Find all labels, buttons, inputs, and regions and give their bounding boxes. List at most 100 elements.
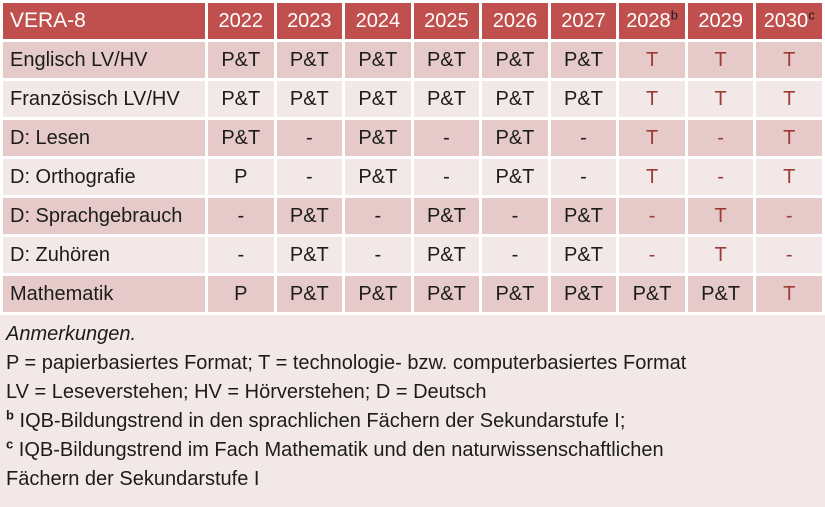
row-label: D: Orthografie [3, 159, 205, 195]
year-header-2027: 2027 [550, 3, 617, 39]
value-cell: - [619, 237, 685, 273]
value-cell: T [687, 81, 754, 117]
value-cell: - [687, 159, 754, 195]
value-cell: P&T [345, 42, 411, 78]
value-cell: P&T [413, 198, 480, 234]
value-cell: P&T [276, 81, 343, 117]
year-header-sup: c [808, 6, 815, 22]
value-cell: T [619, 159, 685, 195]
value-cell: T [756, 120, 822, 156]
note-abbreviations: LV = Leseverstehen; HV = Hörverstehen; D… [6, 381, 487, 403]
value-cell: P&T [550, 237, 617, 273]
value-cell: P&T [482, 276, 548, 312]
value-cell: P&T [276, 42, 343, 78]
value-cell: - [482, 237, 548, 273]
value-cell: - [208, 198, 274, 234]
value-cell: T [619, 81, 685, 117]
value-cell: T [756, 81, 822, 117]
row-label: Mathematik [3, 276, 205, 312]
table-row: D: Lesen P&T - P&T - P&T - T - T [3, 120, 822, 156]
value-cell: - [550, 120, 617, 156]
value-cell: - [619, 198, 685, 234]
note-c-sup: c [6, 436, 14, 452]
year-header-2030: 2030c [756, 3, 822, 39]
value-cell: P [208, 159, 274, 195]
value-cell: - [756, 198, 822, 234]
notes-heading: Anmerkungen. [6, 323, 137, 345]
note-c-continuation: Fächern der Sekundarstufe I [6, 468, 260, 490]
value-cell: P&T [482, 159, 548, 195]
note-c: c IQB-Bildungstrend im Fach Mathematik u… [6, 436, 817, 465]
year-header-2023: 2023 [276, 3, 343, 39]
value-cell: - [413, 159, 480, 195]
row-label: Französisch LV/HV [3, 81, 205, 117]
table-row: D: Sprachgebrauch - P&T - P&T - P&T - T - [3, 198, 822, 234]
vera8-format-table: VERA-8 2022 2023 2024 2025 2026 2027 2028b 2029… [3, 3, 822, 312]
value-cell: T [619, 42, 685, 78]
table-row: Englisch LV/HV P&T P&T P&T P&T P&T P&T T T T [3, 42, 822, 78]
value-cell: P&T [345, 120, 411, 156]
table-row: Französisch LV/HV P&T P&T P&T P&T P&T P&T T T T [3, 81, 822, 117]
value-cell: P&T [345, 276, 411, 312]
value-cell: P&T [687, 276, 754, 312]
value-cell: - [482, 198, 548, 234]
note-b-sup: b [6, 407, 14, 423]
value-cell: T [619, 120, 685, 156]
value-cell: T [687, 198, 754, 234]
value-cell: P&T [550, 81, 617, 117]
value-cell: P&T [619, 276, 685, 312]
value-cell: - [687, 120, 754, 156]
year-header-2024: 2024 [345, 3, 411, 39]
value-cell: - [345, 198, 411, 234]
row-label: Englisch LV/HV [3, 42, 205, 78]
note-c-text: IQB-Bildungstrend im Fach Mathematik und… [18, 439, 664, 461]
value-cell: T [687, 42, 754, 78]
value-cell: T [756, 159, 822, 195]
value-cell: P&T [482, 42, 548, 78]
value-cell: P&T [482, 81, 548, 117]
value-cell: P&T [208, 120, 274, 156]
value-cell: P&T [276, 276, 343, 312]
value-cell: P&T [208, 42, 274, 78]
row-label: D: Zuhören [3, 237, 205, 273]
table-row: D: Orthografie P - P&T - P&T - T - T [3, 159, 822, 195]
value-cell: - [756, 237, 822, 273]
row-label: D: Lesen [3, 120, 205, 156]
value-cell: P&T [276, 237, 343, 273]
value-cell: P&T [413, 42, 480, 78]
year-header-2025: 2025 [413, 3, 480, 39]
value-cell: P&T [413, 237, 480, 273]
value-cell: P&T [208, 81, 274, 117]
table-row: D: Zuhören - P&T - P&T - P&T - T - [3, 237, 822, 273]
value-cell: P&T [482, 120, 548, 156]
value-cell: - [345, 237, 411, 273]
notes-section: Anmerkungen. P = papierbasiertes Format;… [0, 315, 825, 507]
note-formats: P = papierbasiertes Format; T = technolo… [6, 352, 687, 374]
table-title: VERA-8 [3, 3, 205, 39]
value-cell: P&T [550, 198, 617, 234]
header-row: VERA-8 2022 2023 2024 2025 2026 2027 2028b 2029… [3, 3, 822, 39]
year-header-sup: b [670, 6, 678, 22]
note-b-text: IQB-Bildungstrend in den sprachlichen Fä… [19, 410, 626, 432]
value-cell: P&T [413, 276, 480, 312]
value-cell: - [208, 237, 274, 273]
value-cell: T [756, 276, 822, 312]
value-cell: P&T [550, 276, 617, 312]
value-cell: P&T [345, 159, 411, 195]
year-header-2028: 2028b [619, 3, 685, 39]
year-header-2029: 2029 [687, 3, 754, 39]
value-cell: P&T [345, 81, 411, 117]
value-cell: T [687, 237, 754, 273]
row-label: D: Sprachgebrauch [3, 198, 205, 234]
year-header-2026: 2026 [482, 3, 548, 39]
value-cell: P&T [413, 81, 480, 117]
value-cell: - [276, 159, 343, 195]
value-cell: P&T [550, 42, 617, 78]
value-cell: - [550, 159, 617, 195]
value-cell: P&T [276, 198, 343, 234]
note-b: b IQB-Bildungstrend in den sprachlichen … [6, 407, 817, 436]
value-cell: - [413, 120, 480, 156]
year-header-2022: 2022 [208, 3, 274, 39]
value-cell: P [208, 276, 274, 312]
value-cell: T [756, 42, 822, 78]
